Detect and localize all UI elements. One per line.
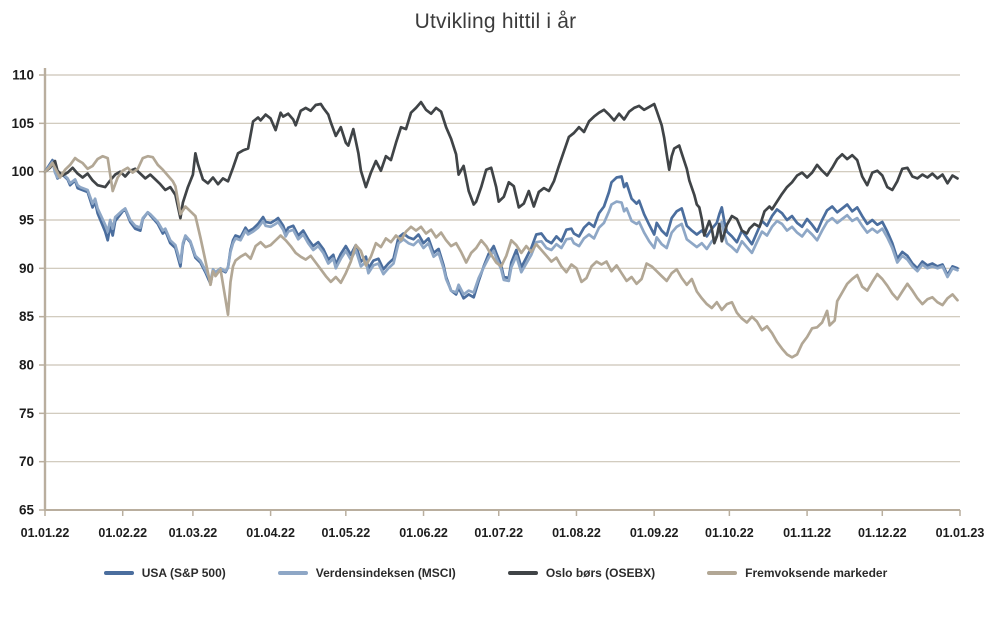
legend-item-usa: USA (S&P 500) — [103, 566, 226, 580]
legend-label-fremvoksende: Fremvoksende markeder — [745, 566, 888, 580]
legend-swatch-oslo-bors — [507, 571, 538, 575]
legend-swatch-verdensindeksen — [277, 571, 308, 575]
series-line-Oslo børs (OSEBX) — [43, 100, 959, 245]
y-tick-label: 70 — [19, 454, 34, 469]
x-tick-label: 01.01.23 — [936, 526, 985, 540]
legend-swatch-fremvoksende — [707, 571, 738, 575]
legend-label-oslo-bors: Oslo børs (OSEBX) — [545, 566, 656, 580]
series-line-Fremvoksende markeder — [43, 154, 959, 359]
chart-title: Utvikling hittil i år — [414, 10, 577, 33]
x-tick-label: 01.06.22 — [399, 526, 448, 540]
x-tick-label: 01.04.22 — [246, 526, 295, 540]
y-tick-label: 80 — [19, 358, 34, 373]
x-tick-label: 01.02.22 — [98, 526, 147, 540]
series-line-Verdensindeksen (MSCI) — [43, 160, 959, 296]
legend-label-verdensindeksen: Verdensindeksen (MSCI) — [315, 566, 456, 580]
y-tick-label: 75 — [19, 406, 35, 421]
x-tick-label: 01.05.22 — [321, 526, 370, 540]
x-tick-label: 01.08.22 — [552, 526, 601, 540]
series-line-USA (S&P 500) — [43, 158, 959, 300]
x-tick-label: 01.07.22 — [474, 526, 523, 540]
y-tick-label: 110 — [12, 68, 34, 83]
x-tick-label: 01.09.22 — [630, 526, 679, 540]
y-tick-label: 100 — [11, 164, 34, 179]
legend-swatch-usa — [103, 571, 134, 575]
legend-item-verdensindeksen: Verdensindeksen (MSCI) — [277, 566, 456, 580]
y-tick-label: 95 — [19, 213, 35, 228]
x-tick-label: 01.01.22 — [21, 526, 70, 540]
legend-item-fremvoksende: Fremvoksende markeder — [707, 566, 887, 580]
y-tick-label: 85 — [19, 309, 35, 324]
x-tick-label: 01.03.22 — [169, 526, 218, 540]
legend: USA (S&P 500) Verdensindeksen (MSCI) Osl… — [0, 566, 991, 580]
legend-item-oslo-bors: Oslo børs (OSEBX) — [507, 566, 656, 580]
x-tick-label: 01.12.22 — [858, 526, 907, 540]
legend-label-usa: USA (S&P 500) — [141, 566, 226, 580]
x-tick-label: 01.11.22 — [783, 526, 831, 540]
y-tick-label: 105 — [11, 116, 34, 131]
y-tick-label: 65 — [19, 503, 35, 518]
y-tick-label: 90 — [19, 261, 34, 276]
x-tick-label: 01.10.22 — [705, 526, 754, 540]
